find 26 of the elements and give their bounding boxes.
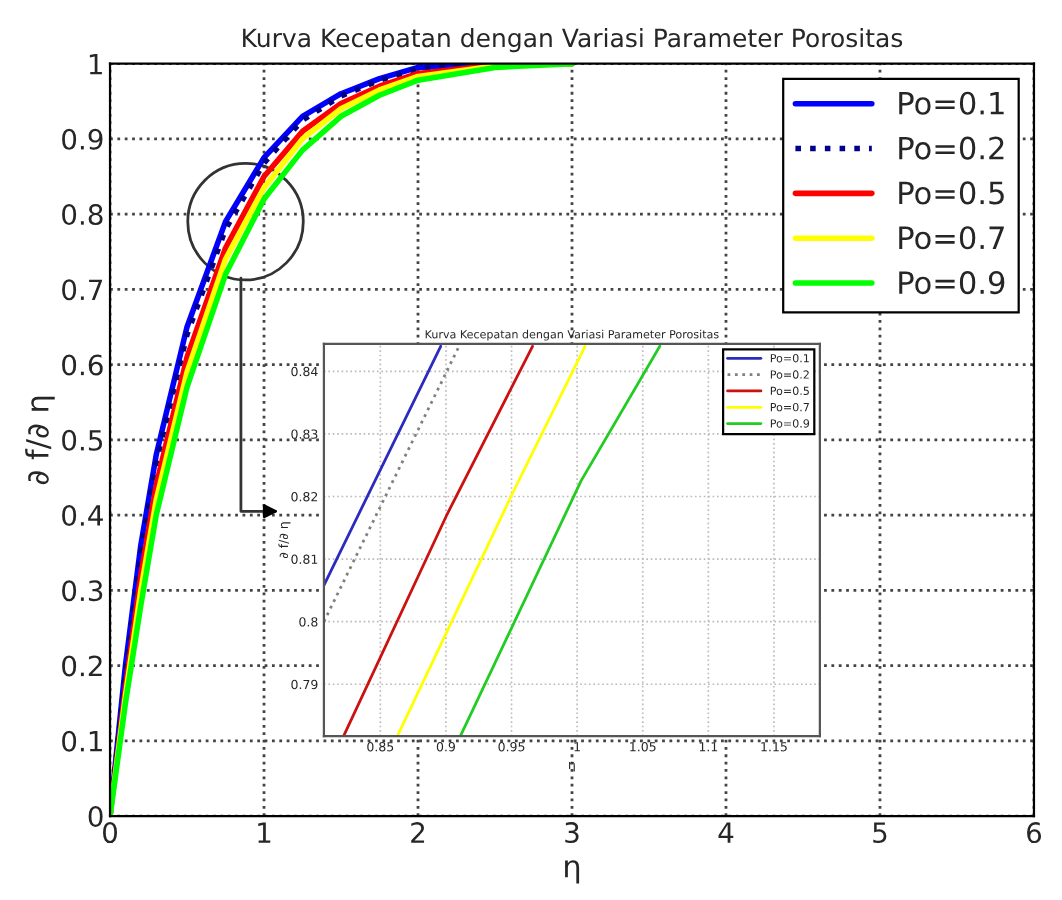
x-tick-label: 3 bbox=[565, 822, 579, 844]
y-axis-title: ∂ f/∂ η bbox=[25, 396, 55, 485]
legend-label: Po=0.1 bbox=[899, 91, 1004, 115]
x-tick-label: 4 bbox=[718, 822, 734, 843]
x-tick-label: 0 bbox=[103, 822, 118, 844]
chart-title: Kurva Kecepatan dengan Variasi Parameter Porositas bbox=[243, 27, 903, 53]
y-tick-label: 0.5 bbox=[62, 429, 103, 451]
y-tick-label: 1 bbox=[89, 53, 102, 75]
x-tick-label: 1 bbox=[258, 822, 271, 843]
legend-label: Po=0.2 bbox=[899, 136, 1004, 160]
y-tick-label: 0.7 bbox=[62, 279, 103, 301]
y-tick-label: 0.8 bbox=[62, 204, 103, 226]
x-tick-label: 6 bbox=[1027, 822, 1042, 844]
y-tick-label: 0.3 bbox=[62, 580, 103, 602]
y-tick-label: 0.2 bbox=[62, 655, 102, 677]
x-tick-label: 5 bbox=[873, 822, 887, 844]
legend-label: Po=0.5 bbox=[899, 181, 1004, 205]
y-tick-label: 0.1 bbox=[62, 730, 102, 752]
y-tick-label: 0.6 bbox=[62, 354, 103, 376]
y-tick-label: 0.4 bbox=[62, 505, 103, 527]
legend-label: Po=0.9 bbox=[899, 271, 1005, 295]
x-axis-title: η bbox=[565, 860, 580, 884]
x-tick-label: 2 bbox=[411, 822, 425, 843]
y-tick-label: 0.9 bbox=[62, 128, 103, 150]
y-tick-label: 0 bbox=[88, 805, 103, 827]
legend-label: Po=0.7 bbox=[899, 226, 1004, 250]
